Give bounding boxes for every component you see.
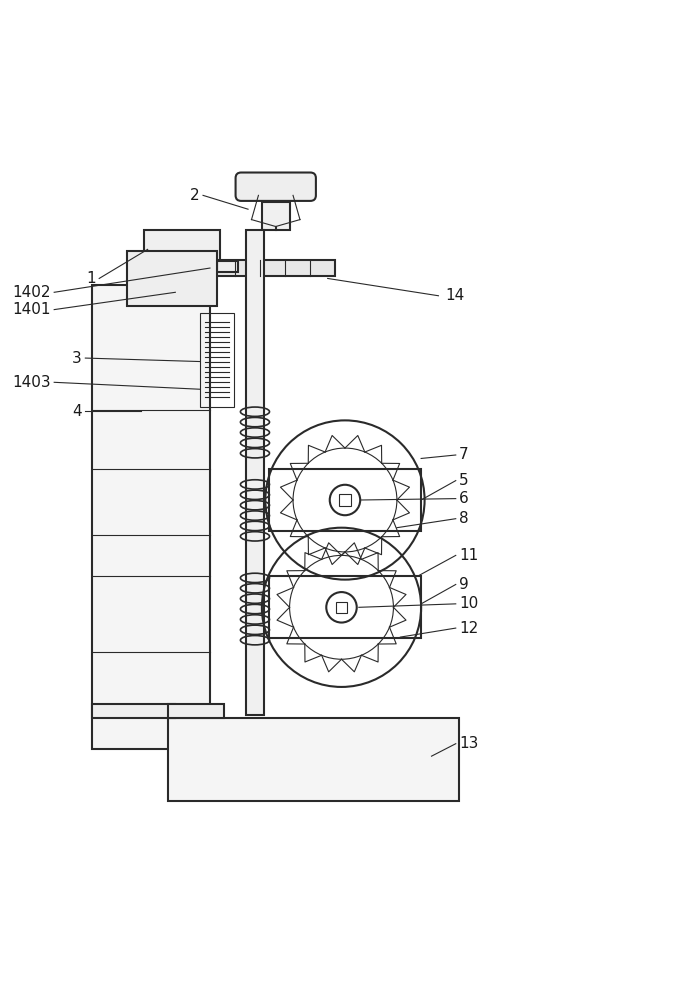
Bar <box>336 602 347 613</box>
Bar <box>200 313 234 407</box>
Text: 4: 4 <box>72 404 82 419</box>
Text: 11: 11 <box>459 548 478 563</box>
Bar <box>269 576 421 638</box>
Text: 8: 8 <box>459 511 469 526</box>
Bar <box>262 202 290 230</box>
Bar <box>127 251 217 306</box>
Bar <box>269 469 421 531</box>
Text: 1402: 1402 <box>13 285 51 300</box>
Text: 6: 6 <box>459 491 469 506</box>
Bar <box>93 704 175 718</box>
Bar <box>340 494 351 506</box>
Text: 1403: 1403 <box>12 375 51 390</box>
Bar <box>168 704 224 718</box>
Text: 12: 12 <box>459 621 478 636</box>
Bar <box>168 718 459 801</box>
FancyBboxPatch shape <box>235 173 316 201</box>
Text: 10: 10 <box>459 596 478 611</box>
Text: 9: 9 <box>459 577 469 592</box>
Text: 3: 3 <box>72 351 82 366</box>
Text: 7: 7 <box>459 447 469 462</box>
Bar <box>217 261 237 272</box>
Bar <box>210 260 335 276</box>
Text: 14: 14 <box>445 288 465 303</box>
Text: 13: 13 <box>459 736 479 751</box>
Text: 1: 1 <box>86 271 96 286</box>
Bar <box>246 230 264 715</box>
Bar <box>93 285 210 749</box>
Text: 2: 2 <box>190 188 200 203</box>
Text: 1401: 1401 <box>13 302 51 317</box>
Text: 5: 5 <box>459 473 469 488</box>
Bar <box>144 230 221 261</box>
